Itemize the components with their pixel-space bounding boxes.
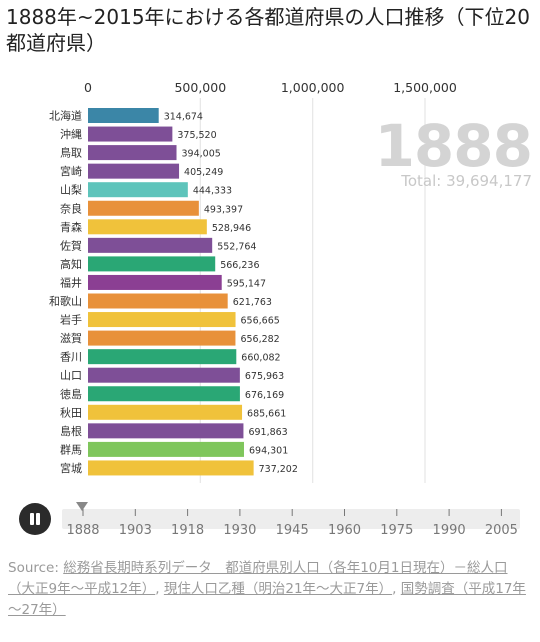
- chart-title: 1888年~2015年における各都道府県の人口推移（下位20都道府県）: [6, 5, 531, 55]
- value-label: 595,147: [227, 278, 266, 289]
- bar: [88, 367, 240, 383]
- category-label: 徳島: [60, 387, 82, 401]
- value-label: 656,282: [240, 334, 279, 345]
- value-label: 552,764: [217, 241, 256, 252]
- value-label: 405,249: [184, 167, 223, 178]
- timeline-year-label: 1975: [380, 523, 413, 538]
- category-label: 北海道: [49, 109, 82, 123]
- bar: [88, 200, 199, 216]
- category-label: 山口: [60, 369, 82, 382]
- value-label: 621,763: [233, 297, 272, 308]
- value-label: 493,397: [204, 204, 243, 215]
- category-label: 青森: [60, 220, 82, 234]
- value-label: 314,674: [164, 112, 203, 123]
- category-label: 宮城: [60, 461, 82, 475]
- pause-icon-bar: [36, 513, 40, 525]
- bar: [88, 441, 244, 457]
- bar: [88, 126, 173, 142]
- value-label: 394,005: [182, 149, 221, 160]
- source-note: Source: 総務省長期時系列データ 都道府県別人口（各年10月1日現在）－総…: [8, 558, 534, 621]
- x-tick-label: 0: [84, 80, 92, 95]
- value-label: 375,520: [177, 130, 216, 141]
- source-separator-1: ,: [155, 581, 164, 597]
- current-year-display: 1888: [374, 112, 533, 180]
- timeline-year-label: 1930: [223, 523, 256, 538]
- bar: [88, 386, 240, 402]
- bar: [88, 349, 237, 365]
- timeline-year-label: 1945: [276, 523, 309, 538]
- pause-button[interactable]: [19, 503, 51, 535]
- timeline-year-label: 1960: [328, 523, 361, 538]
- x-tick-label: 1,000,000: [281, 80, 345, 95]
- category-label: 沖縄: [60, 127, 82, 141]
- category-label: 宮崎: [60, 164, 82, 178]
- category-label: 鳥取: [60, 146, 82, 160]
- bar: [88, 145, 177, 161]
- category-label: 山梨: [60, 183, 82, 197]
- bar: [88, 460, 254, 476]
- category-label: 高知: [60, 257, 82, 271]
- pause-icon: [30, 513, 34, 525]
- category-label: 和歌山: [49, 294, 82, 308]
- value-label: 737,202: [259, 464, 298, 475]
- timeline-year-label: 2005: [485, 523, 518, 538]
- source-link-1[interactable]: 総務省長期時系列データ 都道府県別人口（各年10月1日現在）－総人口（大正9年～…: [8, 560, 508, 597]
- value-label: 444,333: [193, 186, 232, 197]
- category-label: 奈良: [60, 201, 82, 215]
- value-label: 528,946: [212, 223, 251, 234]
- value-label: 694,301: [249, 445, 288, 456]
- value-label: 566,236: [220, 260, 259, 271]
- bar: [88, 293, 228, 309]
- bar: [88, 256, 216, 272]
- timeline-year-label: 1918: [171, 523, 204, 538]
- value-label: 685,661: [247, 408, 286, 419]
- category-label: 群馬: [60, 442, 82, 456]
- bar: [88, 237, 213, 253]
- category-label: 滋賀: [60, 332, 82, 345]
- timeline-axis: 1888 1903 1918 1930 1945 1960 1975 1990 2005: [66, 509, 518, 538]
- timeline-year-label: 1888: [66, 523, 99, 538]
- value-label: 691,863: [248, 427, 287, 438]
- timeline-track[interactable]: [62, 509, 520, 529]
- bar: [88, 423, 244, 439]
- timeline-year-label: 1903: [119, 523, 152, 538]
- bar: [88, 163, 180, 179]
- source-link-3[interactable]: 国勢調査（平成17年～27年）: [8, 581, 526, 618]
- category-label: 島根: [60, 424, 82, 438]
- x-tick-label: 1,500,000: [393, 80, 457, 95]
- bar: [88, 404, 243, 420]
- bar: [88, 219, 207, 235]
- value-label: 675,963: [245, 371, 284, 382]
- bar: [88, 330, 236, 346]
- bar: [88, 312, 236, 328]
- bar-chart: 0 500,000 1,000,000 1,500,000 北海道 314,674 沖縄 37…: [49, 80, 457, 483]
- source-separator-2: ,: [392, 581, 401, 597]
- value-label: 660,082: [241, 353, 280, 364]
- source-prefix: Source:: [8, 560, 64, 576]
- category-label: 佐賀: [60, 238, 82, 252]
- bar: [88, 108, 159, 123]
- total-population: Total: 39,694,177: [401, 172, 532, 190]
- timeline-handle[interactable]: [76, 502, 88, 511]
- bar: [88, 182, 188, 198]
- category-label: 岩手: [60, 313, 82, 327]
- category-label: 香川: [60, 351, 82, 364]
- category-label: 福井: [60, 275, 82, 289]
- bar: [88, 274, 222, 290]
- category-label: 秋田: [60, 405, 82, 419]
- value-label: 656,665: [241, 316, 280, 327]
- timeline-year-label: 1990: [433, 523, 466, 538]
- x-tick-label: 500,000: [174, 80, 226, 95]
- source-link-2[interactable]: 現住人口乙種（明治21年～大正7年）: [163, 581, 393, 597]
- value-label: 676,169: [245, 390, 284, 401]
